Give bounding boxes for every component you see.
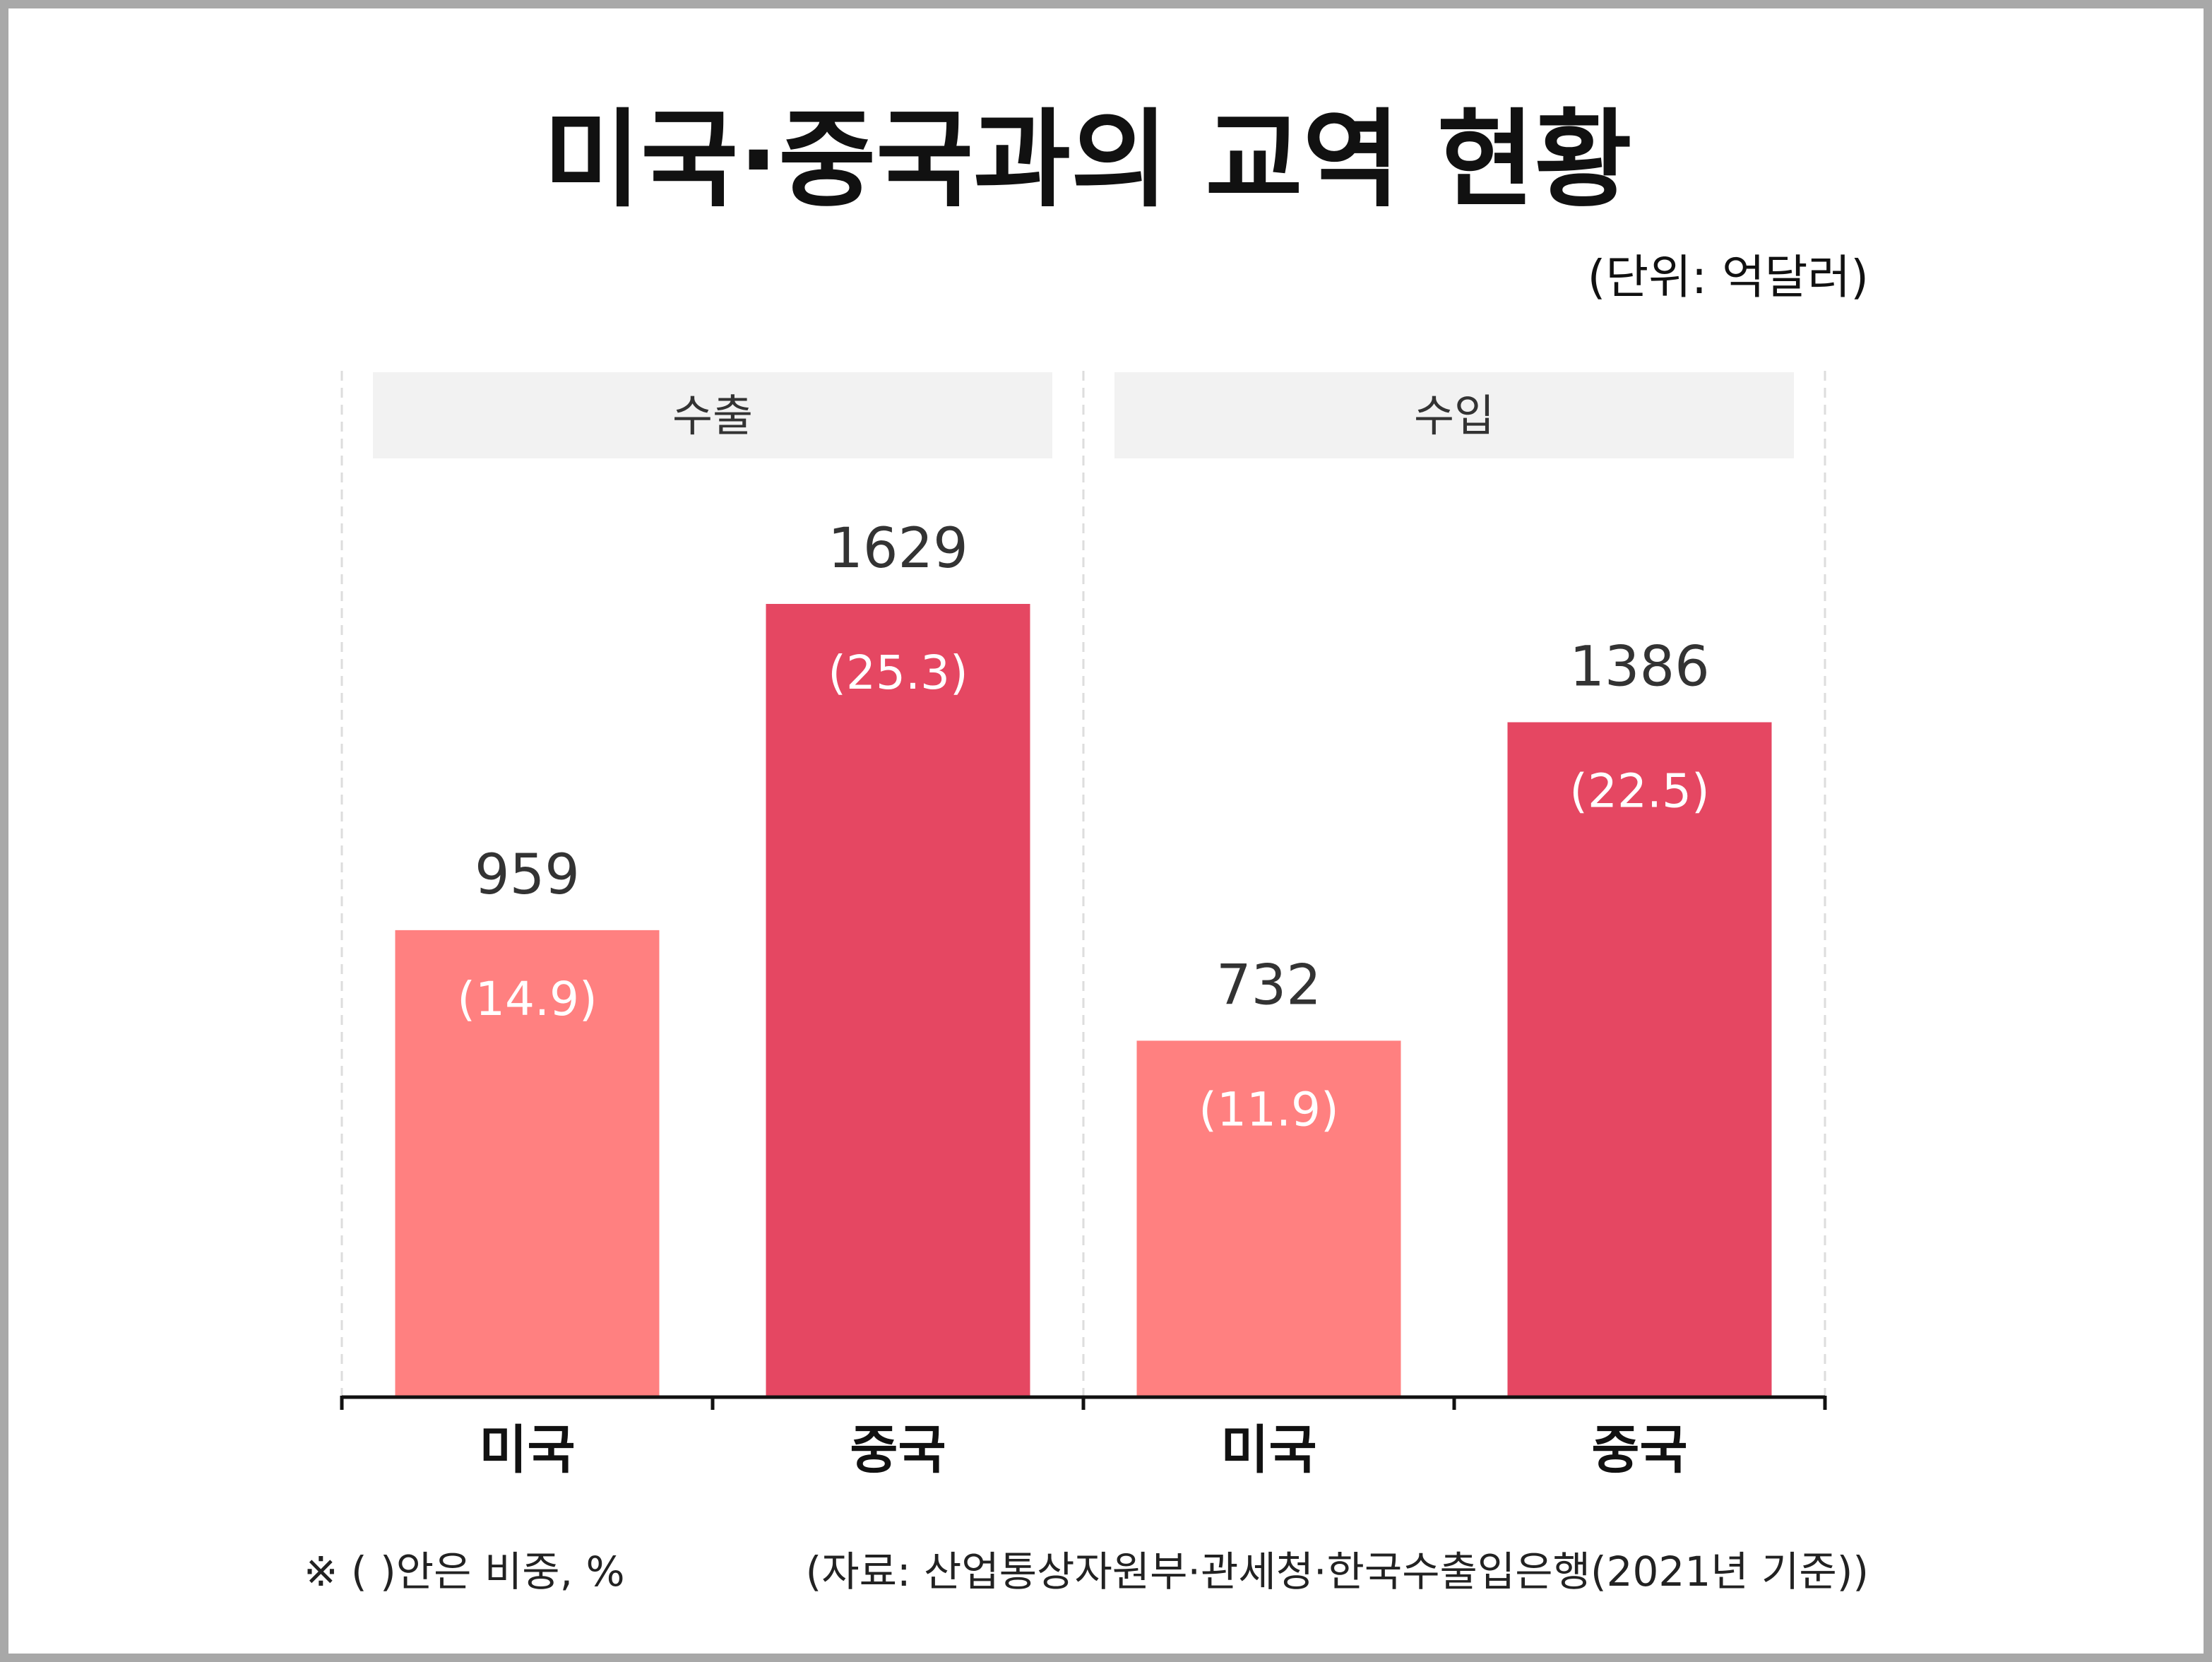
source-note: (자료: 산업통상자원부·관세청·한국수출입은행(2021년 기준)) xyxy=(806,1548,1869,1596)
panel-label: 수출 xyxy=(672,390,753,441)
share-label: (11.9) xyxy=(1199,1082,1338,1136)
chart-svg: 미국·중국과의 교역 현황 (단위: 억달러) 수출 수입 959 (14.9) 16… xyxy=(304,99,1869,1596)
share-label: (14.9) xyxy=(457,972,597,1026)
bars-group: 959 (14.9) 1629 (25.3) 732 (11.9) 1386 (22.5) xyxy=(395,517,1772,1397)
category-label: 미국 xyxy=(479,1420,575,1480)
panel-header-bg xyxy=(1114,372,1794,458)
panel-header-bg xyxy=(373,372,1052,458)
category-label: 중국 xyxy=(850,1420,946,1480)
bar xyxy=(1507,722,1772,1397)
category-label: 미국 xyxy=(1220,1420,1316,1480)
share-label: (22.5) xyxy=(1569,764,1709,819)
panel-dividers xyxy=(340,371,1826,1397)
bar xyxy=(766,604,1030,1397)
share-label: (25.3) xyxy=(828,646,968,700)
value-label: 1386 xyxy=(1569,636,1710,699)
panel-headers: 수출 수입 xyxy=(373,372,1794,458)
footnote: ※ ( )안은 비중, % xyxy=(304,1548,625,1596)
panel-label: 수입 xyxy=(1414,390,1494,441)
x-axis: 미국 중국 미국 중국 xyxy=(340,1395,1827,1480)
bar xyxy=(1136,1040,1401,1397)
value-label: 1629 xyxy=(828,517,968,581)
unit-note: (단위: 억달러) xyxy=(1588,250,1869,304)
bar xyxy=(395,930,660,1397)
value-label: 959 xyxy=(475,843,580,907)
category-label: 중국 xyxy=(1591,1420,1687,1480)
chart-title: 미국·중국과의 교역 현황 xyxy=(543,99,1631,222)
value-label: 732 xyxy=(1216,954,1321,1017)
